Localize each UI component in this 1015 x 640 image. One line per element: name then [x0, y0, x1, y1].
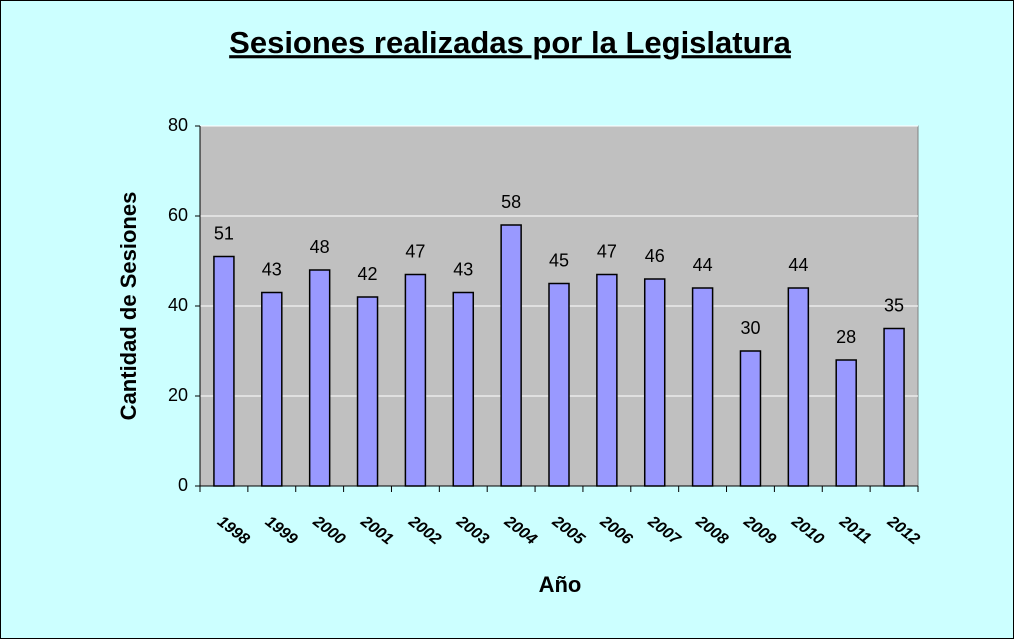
y-tick-label: 0 — [178, 475, 188, 495]
bar — [404, 273, 427, 487]
data-label: 44 — [788, 255, 808, 275]
data-label: 43 — [262, 259, 282, 279]
data-label: 47 — [597, 241, 617, 261]
bar — [739, 350, 762, 487]
data-label: 42 — [358, 264, 378, 284]
data-label: 47 — [405, 241, 425, 261]
y-tick-label: 20 — [168, 385, 188, 405]
bar — [500, 224, 522, 487]
bar — [596, 273, 618, 487]
bar — [213, 255, 235, 487]
bar — [308, 269, 331, 487]
data-label: 51 — [214, 223, 234, 243]
bar — [883, 327, 905, 487]
y-axis-title: Cantidad de Sesiones — [116, 192, 141, 421]
x-axis-title: Año — [539, 572, 582, 597]
data-label: 58 — [501, 192, 521, 212]
data-label: 48 — [310, 237, 330, 257]
data-label: 44 — [693, 255, 713, 275]
data-label: 46 — [645, 246, 665, 266]
data-label: 30 — [740, 318, 760, 338]
bar — [548, 282, 570, 487]
y-tick-label: 80 — [168, 115, 188, 135]
bar — [787, 287, 810, 487]
bar — [835, 359, 857, 487]
bar — [691, 287, 714, 487]
y-tick-label: 60 — [168, 205, 188, 225]
bar — [452, 291, 475, 487]
data-label: 43 — [453, 259, 473, 279]
data-label: 35 — [884, 295, 904, 315]
bar — [643, 278, 666, 487]
data-label: 45 — [549, 250, 569, 270]
y-tick-label: 40 — [168, 295, 188, 315]
bar — [356, 296, 379, 487]
chart-title: Sesiones realizadas por la Legislatura — [229, 25, 791, 60]
bar — [261, 291, 283, 487]
data-label: 28 — [836, 327, 856, 347]
